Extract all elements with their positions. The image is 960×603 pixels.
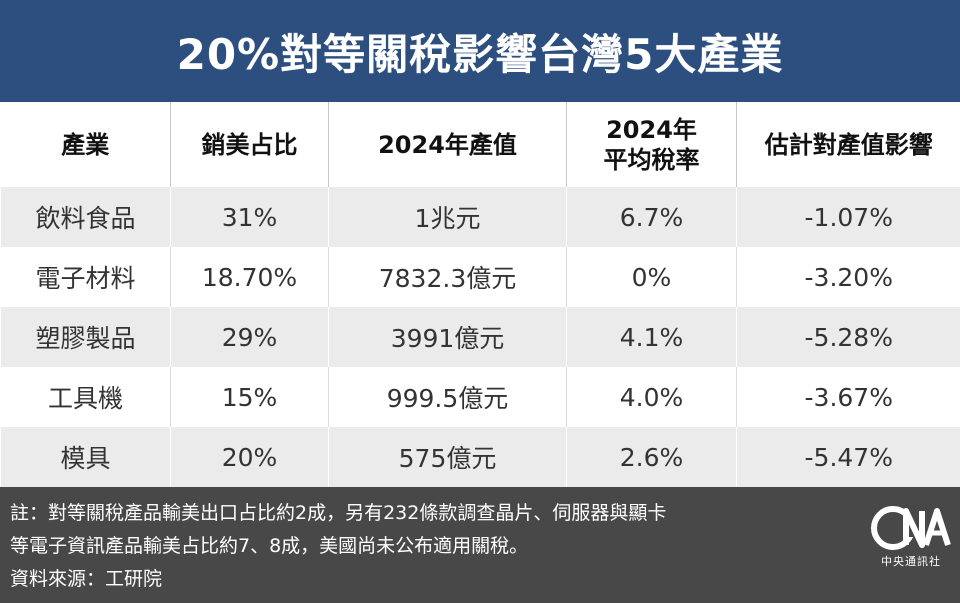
table-cell: 0% [566,247,737,307]
logo-text: 中央通訊社 [881,555,941,568]
footnotes: 註：對等關稅產品輸美出口占比約2成，另有232條款調查晶片、伺服器與顯卡 等電子… [10,497,850,596]
table-cell: 575億元 [328,427,567,487]
cna-logo: 中央通訊社 [870,505,952,575]
table-cell: -1.07% [736,187,960,247]
table-cell: 4.1% [566,307,737,367]
table-cell: 6.7% [566,187,737,247]
column-header: 2024年產值 [328,102,567,187]
table-cell: 塑膠製品 [0,307,171,367]
table-cell: -5.28% [736,307,960,367]
industry-table: 產業 銷美占比 2024年產值 2024年 平均稅率 估計對產值影響 飲料食品 3… [0,102,960,487]
table-cell: -3.20% [736,247,960,307]
table-cell: 15% [170,367,329,427]
table-cell: 7832.3億元 [328,247,567,307]
column-header: 2024年 平均稅率 [566,102,737,187]
source-line: 資料來源：工研院 [10,568,163,590]
table-row: 飲料食品 31% 1兆元 6.7% -1.07% [0,187,960,247]
table-cell: 模具 [0,427,171,487]
footnote-line: 註：對等關稅產品輸美出口占比約2成，另有232條款調查晶片、伺服器與顯卡 [10,502,667,524]
table-row: 電子材料 18.70% 7832.3億元 0% -3.20% [0,247,960,307]
table-cell: -5.47% [736,427,960,487]
column-header: 銷美占比 [170,102,329,187]
table-cell: -3.67% [736,367,960,427]
table-cell: 31% [170,187,329,247]
footer: 註：對等關稅產品輸美出口占比約2成，另有232條款調查晶片、伺服器與顯卡 等電子… [0,487,960,603]
footnote-line: 等電子資訊產品輸美占比約7、8成，美國尚未公布適用關稅。 [10,535,529,557]
table-cell: 飲料食品 [0,187,171,247]
table-cell: 29% [170,307,329,367]
table-cell: 20% [170,427,329,487]
page-title: 20%對等關稅影響台灣5大產業 [0,0,960,102]
table-header-row: 產業 銷美占比 2024年產值 2024年 平均稅率 估計對產值影響 [0,102,960,187]
table-cell: 18.70% [170,247,329,307]
table-cell: 3991億元 [328,307,567,367]
table-row: 模具 20% 575億元 2.6% -5.47% [0,427,960,487]
column-header: 估計對產值影響 [736,102,960,187]
table-row: 塑膠製品 29% 3991億元 4.1% -5.28% [0,307,960,367]
table-cell: 電子材料 [0,247,171,307]
table-cell: 1兆元 [328,187,567,247]
table-cell: 4.0% [566,367,737,427]
table-cell: 2.6% [566,427,737,487]
table-cell: 工具機 [0,367,171,427]
table-row: 工具機 15% 999.5億元 4.0% -3.67% [0,367,960,427]
cna-logo-icon [871,506,951,550]
table-cell: 999.5億元 [328,367,567,427]
column-header: 產業 [0,102,171,187]
